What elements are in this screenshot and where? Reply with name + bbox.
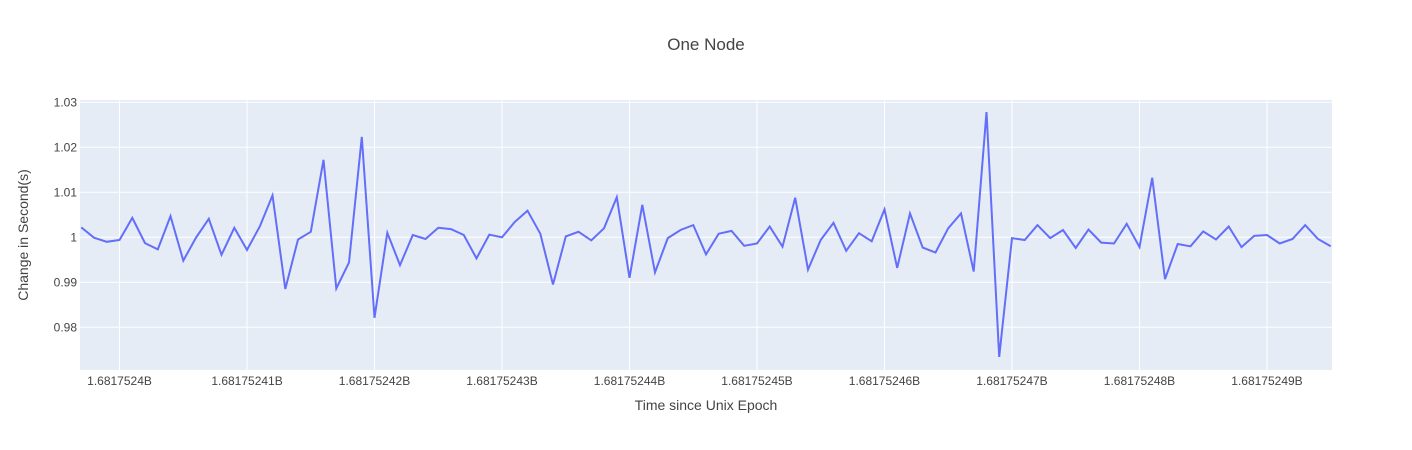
plot-background xyxy=(80,100,1332,370)
x-axis-title: Time since Unix Epoch xyxy=(635,397,778,413)
x-tick-label: 1.68175249B xyxy=(1231,374,1302,388)
y-tick-label: 1 xyxy=(70,230,77,244)
y-axis-title: Change in Second(s) xyxy=(15,169,31,301)
series-line xyxy=(80,112,1332,358)
y-tick-labels: 0.98 0.99 1 1.01 1.02 1.03 xyxy=(54,95,78,334)
x-tick-label: 1.68175242B xyxy=(339,374,410,388)
x-tick-label: 1.68175241B xyxy=(211,374,282,388)
x-tick-label: 1.68175243B xyxy=(466,374,537,388)
y-gridlines xyxy=(80,101,1332,328)
y-tick-label: 1.03 xyxy=(54,95,78,109)
x-tick-label: 1.68175245B xyxy=(721,374,792,388)
x-gridlines xyxy=(119,100,1268,370)
y-tick-label: 1.01 xyxy=(54,185,78,199)
x-tick-label: 1.68175247B xyxy=(976,374,1047,388)
y-tick-label: 0.99 xyxy=(54,275,78,289)
y-tick-label: 0.98 xyxy=(54,320,78,334)
x-tick-label: 1.68175246B xyxy=(849,374,920,388)
y-tick-label: 1.02 xyxy=(54,140,78,154)
x-tick-label: 1.6817524B xyxy=(87,374,152,388)
x-tick-labels: 1.6817524B 1.68175241B 1.68175242B 1.681752… xyxy=(87,374,1303,388)
x-tick-label: 1.68175248B xyxy=(1104,374,1175,388)
x-tick-label: 1.68175244B xyxy=(594,374,665,388)
chart-title: One Node xyxy=(667,35,745,54)
